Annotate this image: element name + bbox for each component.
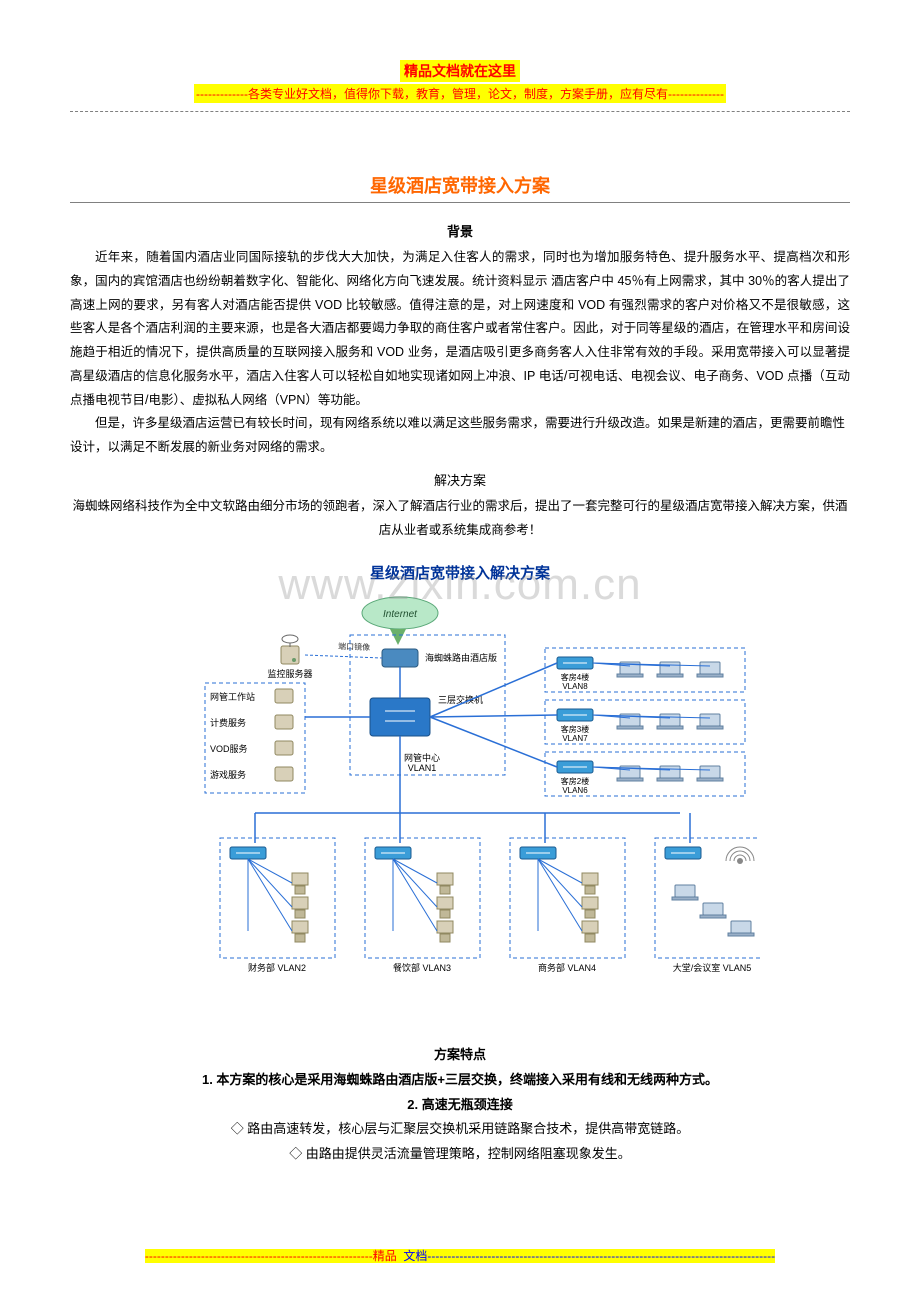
svg-text:商务部 VLAN4: 商务部 VLAN4 — [538, 962, 596, 973]
bg-para-2: 但是，许多星级酒店运营已有较长时间，现有网络系统以难以满足这些服务需求，需要进行… — [70, 412, 850, 460]
footer-dash1: ----------------------------------------… — [145, 1249, 373, 1263]
feature-2-head: 2. 高速无瓶颈连接 — [70, 1093, 850, 1118]
svg-text:VLAN7: VLAN7 — [562, 734, 588, 743]
feature-1: 1. 本方案的核心是采用海蜘蛛路由酒店版+三层交换，终端接入采用有线和无线两种方… — [70, 1068, 850, 1093]
mirror-label: 端口镜像 — [338, 641, 370, 652]
svg-text:网管工作站: 网管工作站 — [210, 691, 255, 702]
footer-dash2: ----------------------------------------… — [427, 1249, 775, 1263]
title-rule — [70, 202, 850, 203]
internet-label: Internet — [383, 609, 418, 620]
svg-text:VLAN8: VLAN8 — [562, 682, 588, 691]
network-diagram: 星级酒店宽带接入解决方案 Internet — [160, 562, 760, 1033]
footer-label2: 文档 — [403, 1249, 427, 1263]
footer-label: 精品 — [373, 1249, 397, 1263]
svg-text:财务部 VLAN2: 财务部 VLAN2 — [248, 962, 306, 973]
features: 方案特点 1. 本方案的核心是采用海蜘蛛路由酒店版+三层交换，终端接入采用有线和… — [70, 1043, 850, 1166]
svg-text:网管中心: 网管中心 — [404, 752, 440, 763]
svg-text:大堂/会议室 VLAN5: 大堂/会议室 VLAN5 — [673, 962, 752, 973]
feature-2b: ◇ 由路由提供灵活流量管理策略，控制网络阻塞现象发生。 — [70, 1142, 850, 1167]
svg-text:游戏服务: 游戏服务 — [210, 769, 246, 780]
svg-text:餐饮部 VLAN3: 餐饮部 VLAN3 — [393, 962, 451, 973]
features-head: 方案特点 — [70, 1043, 850, 1068]
sol-para-1: 海蜘蛛网络科技作为全中文软路由细分市场的领跑者，深入了解酒店行业的需求后，提出了… — [70, 495, 850, 543]
diagram-title: 星级酒店宽带接入解决方案 — [160, 562, 760, 583]
router-label: 海蜘蛛路由酒店版 — [425, 652, 497, 663]
header-title: 精品文档就在这里 — [400, 60, 520, 82]
bg-para-1: 近年来，随着国内酒店业同国际接轨的步伐大大加快，为满足入住客人的需求，同时也为增… — [70, 246, 850, 412]
header-rule — [70, 111, 850, 112]
svg-text:VOD服务: VOD服务 — [210, 743, 248, 754]
footer: ----------------------------------------… — [70, 1247, 850, 1264]
header-subtitle: -------------各类专业好文档，值得你下载，教育，管理，论文，制度，方… — [194, 84, 726, 103]
diagram-svg: Internet 海蜘蛛路由酒店版 监控服务器 端口镜像 三层交换机 网管中心 … — [160, 593, 760, 1033]
svg-text:VLAN6: VLAN6 — [562, 786, 588, 795]
feature-2a: ◇ 路由高速转发，核心层与汇聚层交换机采用链路聚合技术，提供高带宽链路。 — [70, 1117, 850, 1142]
doc-title: 星级酒店宽带接入方案 — [70, 172, 850, 198]
monitor-label: 监控服务器 — [267, 668, 312, 679]
page-header: 精品文档就在这里 -------------各类专业好文档，值得你下载，教育，管… — [70, 60, 850, 103]
svg-text:计费服务: 计费服务 — [210, 717, 246, 728]
svg-text:客房3楼: 客房3楼 — [561, 724, 589, 734]
svg-text:客房2楼: 客房2楼 — [561, 776, 589, 786]
section-sol-head: 解决方案 — [70, 470, 850, 489]
section-bg-head: 背景 — [70, 221, 850, 240]
svg-text:客房4楼: 客房4楼 — [561, 672, 589, 682]
svg-text:VLAN1: VLAN1 — [408, 763, 437, 773]
